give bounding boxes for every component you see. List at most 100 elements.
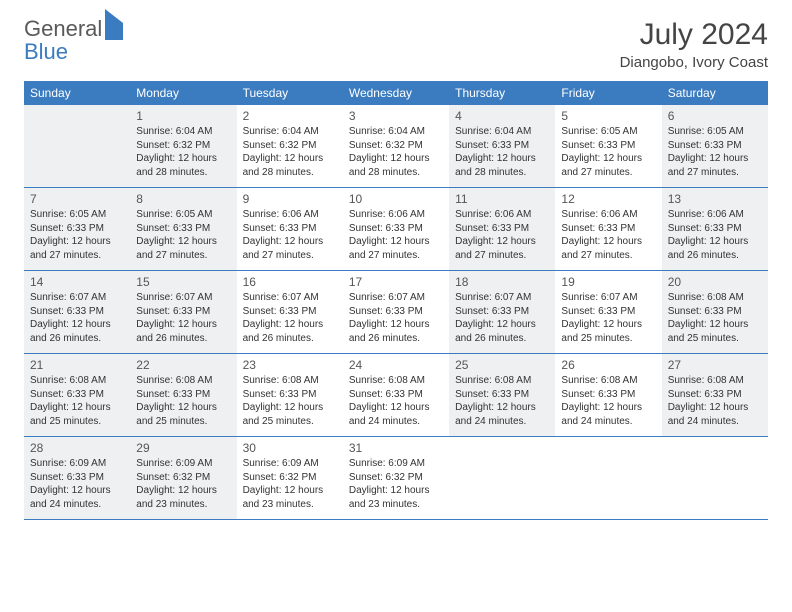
day-number: 30 bbox=[243, 440, 337, 456]
sunrise-text: Sunrise: 6:05 AM bbox=[561, 125, 655, 139]
sunrise-text: Sunrise: 6:06 AM bbox=[561, 208, 655, 222]
day-number: 22 bbox=[136, 357, 230, 373]
calendar-row: 7Sunrise: 6:05 AMSunset: 6:33 PMDaylight… bbox=[24, 188, 768, 271]
day-number: 7 bbox=[30, 191, 124, 207]
sunset-text: Sunset: 6:33 PM bbox=[349, 222, 443, 236]
day-number: 23 bbox=[243, 357, 337, 373]
daylight-text: Daylight: 12 hours and 24 minutes. bbox=[668, 401, 762, 428]
calendar-cell: 13Sunrise: 6:06 AMSunset: 6:33 PMDayligh… bbox=[662, 188, 768, 270]
day-number: 11 bbox=[455, 191, 549, 207]
daylight-text: Daylight: 12 hours and 23 minutes. bbox=[136, 484, 230, 511]
day-number: 17 bbox=[349, 274, 443, 290]
daylight-text: Daylight: 12 hours and 27 minutes. bbox=[668, 152, 762, 179]
daylight-text: Daylight: 12 hours and 27 minutes. bbox=[455, 235, 549, 262]
day-number: 14 bbox=[30, 274, 124, 290]
sunrise-text: Sunrise: 6:04 AM bbox=[349, 125, 443, 139]
weekday-saturday: Saturday bbox=[662, 81, 768, 105]
daylight-text: Daylight: 12 hours and 23 minutes. bbox=[243, 484, 337, 511]
calendar-header: Sunday Monday Tuesday Wednesday Thursday… bbox=[24, 81, 768, 105]
daylight-text: Daylight: 12 hours and 25 minutes. bbox=[136, 401, 230, 428]
calendar-cell bbox=[24, 105, 130, 187]
sunrise-text: Sunrise: 6:04 AM bbox=[455, 125, 549, 139]
calendar-body: 1Sunrise: 6:04 AMSunset: 6:32 PMDaylight… bbox=[24, 105, 768, 520]
sunset-text: Sunset: 6:33 PM bbox=[561, 139, 655, 153]
calendar-cell: 22Sunrise: 6:08 AMSunset: 6:33 PMDayligh… bbox=[130, 354, 236, 436]
day-number: 4 bbox=[455, 108, 549, 124]
calendar-cell: 25Sunrise: 6:08 AMSunset: 6:33 PMDayligh… bbox=[449, 354, 555, 436]
sunrise-text: Sunrise: 6:05 AM bbox=[668, 125, 762, 139]
calendar-row: 1Sunrise: 6:04 AMSunset: 6:32 PMDaylight… bbox=[24, 105, 768, 188]
daylight-text: Daylight: 12 hours and 27 minutes. bbox=[561, 235, 655, 262]
calendar-cell: 20Sunrise: 6:08 AMSunset: 6:33 PMDayligh… bbox=[662, 271, 768, 353]
daylight-text: Daylight: 12 hours and 25 minutes. bbox=[30, 401, 124, 428]
sunset-text: Sunset: 6:32 PM bbox=[243, 471, 337, 485]
day-number: 9 bbox=[243, 191, 337, 207]
calendar-cell: 1Sunrise: 6:04 AMSunset: 6:32 PMDaylight… bbox=[130, 105, 236, 187]
sunrise-text: Sunrise: 6:07 AM bbox=[136, 291, 230, 305]
sunset-text: Sunset: 6:32 PM bbox=[136, 139, 230, 153]
sunset-text: Sunset: 6:33 PM bbox=[136, 222, 230, 236]
calendar-cell: 21Sunrise: 6:08 AMSunset: 6:33 PMDayligh… bbox=[24, 354, 130, 436]
sunset-text: Sunset: 6:33 PM bbox=[243, 388, 337, 402]
day-number: 26 bbox=[561, 357, 655, 373]
calendar-cell: 4Sunrise: 6:04 AMSunset: 6:33 PMDaylight… bbox=[449, 105, 555, 187]
sunrise-text: Sunrise: 6:07 AM bbox=[561, 291, 655, 305]
calendar-cell: 2Sunrise: 6:04 AMSunset: 6:32 PMDaylight… bbox=[237, 105, 343, 187]
day-number: 19 bbox=[561, 274, 655, 290]
sunrise-text: Sunrise: 6:04 AM bbox=[243, 125, 337, 139]
sunrise-text: Sunrise: 6:09 AM bbox=[30, 457, 124, 471]
sunset-text: Sunset: 6:33 PM bbox=[30, 388, 124, 402]
daylight-text: Daylight: 12 hours and 27 minutes. bbox=[349, 235, 443, 262]
daylight-text: Daylight: 12 hours and 26 minutes. bbox=[243, 318, 337, 345]
weekday-sunday: Sunday bbox=[24, 81, 130, 105]
daylight-text: Daylight: 12 hours and 25 minutes. bbox=[561, 318, 655, 345]
daylight-text: Daylight: 12 hours and 27 minutes. bbox=[136, 235, 230, 262]
calendar-cell: 5Sunrise: 6:05 AMSunset: 6:33 PMDaylight… bbox=[555, 105, 661, 187]
daylight-text: Daylight: 12 hours and 28 minutes. bbox=[243, 152, 337, 179]
calendar-cell: 8Sunrise: 6:05 AMSunset: 6:33 PMDaylight… bbox=[130, 188, 236, 270]
calendar-cell: 27Sunrise: 6:08 AMSunset: 6:33 PMDayligh… bbox=[662, 354, 768, 436]
day-number: 15 bbox=[136, 274, 230, 290]
weekday-thursday: Thursday bbox=[449, 81, 555, 105]
sunrise-text: Sunrise: 6:05 AM bbox=[30, 208, 124, 222]
calendar-cell: 14Sunrise: 6:07 AMSunset: 6:33 PMDayligh… bbox=[24, 271, 130, 353]
calendar-cell bbox=[662, 437, 768, 519]
header: General Blue July 2024 Diangobo, Ivory C… bbox=[24, 18, 768, 71]
sunset-text: Sunset: 6:33 PM bbox=[136, 305, 230, 319]
day-number: 18 bbox=[455, 274, 549, 290]
day-number: 27 bbox=[668, 357, 762, 373]
day-number: 31 bbox=[349, 440, 443, 456]
sunrise-text: Sunrise: 6:08 AM bbox=[349, 374, 443, 388]
daylight-text: Daylight: 12 hours and 28 minutes. bbox=[136, 152, 230, 179]
sunrise-text: Sunrise: 6:06 AM bbox=[243, 208, 337, 222]
sunset-text: Sunset: 6:33 PM bbox=[668, 222, 762, 236]
day-number: 28 bbox=[30, 440, 124, 456]
logo-word2: Blue bbox=[24, 39, 68, 64]
sunrise-text: Sunrise: 6:07 AM bbox=[349, 291, 443, 305]
calendar-cell: 10Sunrise: 6:06 AMSunset: 6:33 PMDayligh… bbox=[343, 188, 449, 270]
sunset-text: Sunset: 6:33 PM bbox=[668, 388, 762, 402]
day-number: 24 bbox=[349, 357, 443, 373]
sunrise-text: Sunrise: 6:08 AM bbox=[668, 374, 762, 388]
day-number: 25 bbox=[455, 357, 549, 373]
day-number: 5 bbox=[561, 108, 655, 124]
page: General Blue July 2024 Diangobo, Ivory C… bbox=[0, 0, 792, 538]
sunset-text: Sunset: 6:33 PM bbox=[243, 305, 337, 319]
calendar-row: 28Sunrise: 6:09 AMSunset: 6:33 PMDayligh… bbox=[24, 437, 768, 520]
day-number: 6 bbox=[668, 108, 762, 124]
calendar-cell: 23Sunrise: 6:08 AMSunset: 6:33 PMDayligh… bbox=[237, 354, 343, 436]
sunset-text: Sunset: 6:33 PM bbox=[455, 305, 549, 319]
calendar-cell: 11Sunrise: 6:06 AMSunset: 6:33 PMDayligh… bbox=[449, 188, 555, 270]
sunrise-text: Sunrise: 6:08 AM bbox=[455, 374, 549, 388]
sunset-text: Sunset: 6:33 PM bbox=[30, 305, 124, 319]
sunrise-text: Sunrise: 6:09 AM bbox=[136, 457, 230, 471]
calendar-cell bbox=[449, 437, 555, 519]
daylight-text: Daylight: 12 hours and 25 minutes. bbox=[668, 318, 762, 345]
sunrise-text: Sunrise: 6:08 AM bbox=[243, 374, 337, 388]
day-number: 2 bbox=[243, 108, 337, 124]
calendar-cell: 3Sunrise: 6:04 AMSunset: 6:32 PMDaylight… bbox=[343, 105, 449, 187]
calendar-cell: 12Sunrise: 6:06 AMSunset: 6:33 PMDayligh… bbox=[555, 188, 661, 270]
weekday-wednesday: Wednesday bbox=[343, 81, 449, 105]
logo-triangle-icon bbox=[105, 9, 123, 40]
daylight-text: Daylight: 12 hours and 28 minutes. bbox=[455, 152, 549, 179]
